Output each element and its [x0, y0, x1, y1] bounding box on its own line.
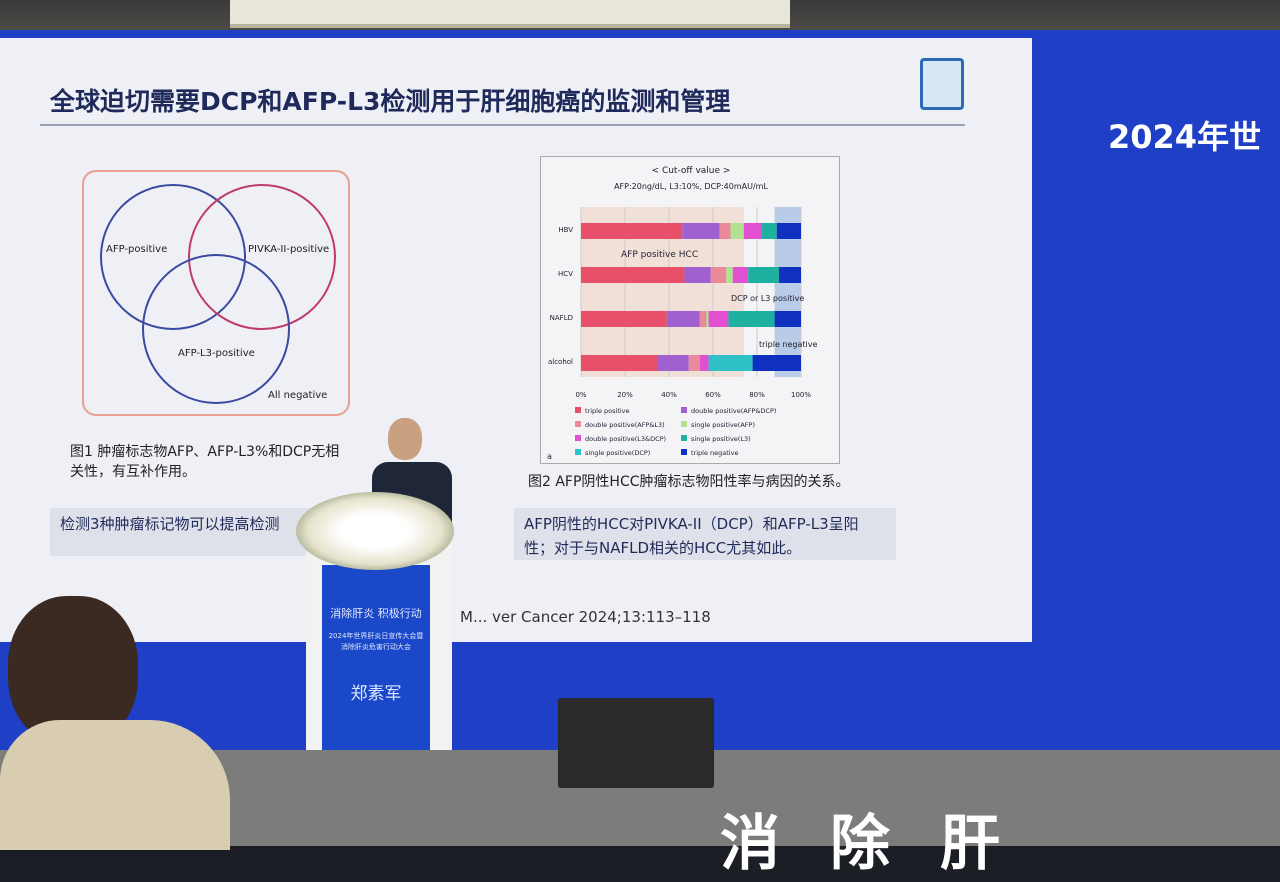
figure2-caption: 图2 AFP阴性HCC肿瘤标志物阳性率与病因的关系。 [528, 474, 850, 490]
bar-segment [699, 355, 709, 371]
bar-segment [666, 311, 700, 327]
legend-label: single positive(L3) [691, 435, 751, 443]
legend-label: double positive(L3&DCP) [585, 435, 666, 443]
bar-segment [752, 355, 801, 371]
figure1-caption: 图1 肿瘤标志物AFP、AFP-L3%和DCP无相关性，有互补作用。 [70, 444, 340, 480]
category-label: HCV [558, 270, 573, 278]
title-divider [40, 124, 965, 126]
bar-segment [706, 311, 709, 327]
legend-swatch [681, 449, 687, 455]
bar-segment [776, 223, 801, 239]
podium-screen: 消除肝炎 积极行动 2024年世界肝炎日宣传大会暨消除肝炎危害行动大会 郑素军 [322, 565, 430, 757]
logo-icon [920, 58, 964, 110]
stage-lettering: 消除肝 [720, 809, 1050, 879]
ceiling-light [230, 0, 790, 28]
left-note-box: 检测3种肿瘤标记物可以提高检测 [50, 508, 310, 556]
bar-segment [774, 311, 801, 327]
venn-label: All negative [268, 390, 328, 401]
x-tick-label: 80% [749, 391, 765, 399]
chart-subtitle: AFP:20ng/dL, L3:10%, DCP:40mAU/mL [614, 182, 768, 191]
bar-segment [728, 311, 775, 327]
legend-swatch [681, 435, 687, 441]
bar-segment [688, 355, 700, 371]
podium-slogan: 消除肝炎 积极行动 [330, 607, 422, 620]
chart-title: < Cut-off value > [652, 166, 731, 176]
annotation: DCP or L3 positive [731, 294, 804, 303]
slide-title: 全球迫切需要DCP和AFP-L3检测用于肝细胞癌的监测和管理 [50, 87, 731, 116]
panel-label: a [547, 452, 552, 461]
legend-swatch [575, 449, 581, 455]
bar-segment [682, 223, 720, 239]
flower-arrangement [296, 492, 454, 570]
backdrop-title: 2024年世 [1108, 118, 1262, 156]
right-note-box: AFP阴性的HCC对PIVKA-II（DCP）和AFP-L3呈阳性；对于与NAF… [514, 508, 896, 560]
venn-label: AFP-L3-positive [178, 348, 255, 359]
category-label: NAFLD [550, 314, 573, 322]
bar-segment [581, 311, 667, 327]
legend-label: double positive(AFP&L3) [585, 421, 665, 429]
bar-segment [581, 267, 685, 283]
bar-segment [684, 267, 711, 283]
bar-segment [779, 267, 801, 283]
x-tick-label: 60% [705, 391, 721, 399]
bar-segment [708, 355, 753, 371]
legend-swatch [575, 435, 581, 441]
legend-swatch [575, 407, 581, 413]
bar-segment [581, 223, 683, 239]
legend-swatch [575, 421, 581, 427]
legend-label: double positive(AFP&DCP) [691, 407, 776, 415]
x-tick-label: 40% [661, 391, 677, 399]
speaker-name: 郑素军 [350, 684, 402, 704]
legend-label: single positive(AFP) [691, 421, 755, 429]
legend-swatch [681, 407, 687, 413]
audience-member [0, 590, 230, 850]
bar-segment [658, 355, 689, 371]
x-tick-label: 0% [575, 391, 586, 399]
category-label: HBV [558, 226, 573, 234]
bar-segment [581, 355, 658, 371]
bar-segment [743, 223, 762, 239]
podium-event: 2024年世界肝炎日宣传大会暨消除肝炎危害行动大会 [328, 632, 424, 651]
venn-label: PIVKA-II-positive [248, 244, 330, 255]
reference-citation: M... ver Cancer 2024;13:113–118 [460, 608, 711, 626]
stage-monitor [558, 698, 714, 788]
stacked-bar-chart: < Cut-off value > AFP:20ng/dL, L3:10%, DC… [540, 156, 840, 464]
bar-segment [761, 223, 777, 239]
bar-segment [732, 267, 749, 283]
legend-label: triple negative [691, 449, 738, 457]
bar-segment [708, 311, 729, 327]
x-tick-label: 20% [617, 391, 633, 399]
annotation: triple negative [759, 340, 817, 349]
x-tick-label: 100% [791, 391, 811, 399]
bar-segment [748, 267, 779, 283]
category-label: alcohol [548, 358, 573, 366]
bar-segment [699, 311, 707, 327]
chart-svg: < Cut-off value > AFP:20ng/dL, L3:10%, DC… [547, 166, 817, 461]
venn-label: AFP-positive [106, 244, 168, 255]
bar-segment [719, 223, 731, 239]
venn-circle-l3 [142, 254, 290, 404]
venn-diagram: AFP-positive PIVKA-II-positive AFP-L3-po… [82, 170, 350, 416]
legend-label: triple positive [585, 407, 630, 415]
bar-segment [730, 223, 744, 239]
annotation: AFP positive HCC [621, 250, 698, 260]
legend-label: single positive(DCP) [585, 449, 650, 457]
bar-segment [726, 267, 733, 283]
bar-segment [710, 267, 727, 283]
legend-swatch [681, 421, 687, 427]
